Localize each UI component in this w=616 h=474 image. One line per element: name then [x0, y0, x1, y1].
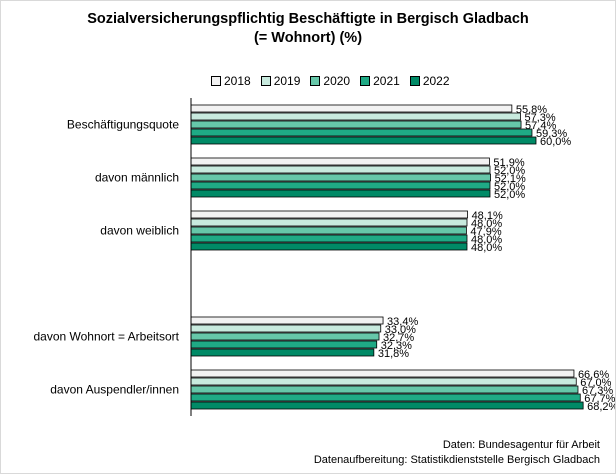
- data-label-2019-4: 33,0%: [385, 324, 416, 336]
- chart-legend: 2018 2019 2020 2021 2022: [211, 74, 450, 88]
- data-label-2021-5: 67,7%: [584, 393, 615, 405]
- source-line-processing: Datenaufbereitung: Statistikdienststelle…: [313, 454, 600, 466]
- data-label-2021-2: 48,0%: [471, 234, 502, 246]
- bar-2019-0: [190, 112, 521, 121]
- data-label-2018-0: 55,8%: [516, 104, 547, 116]
- bar-2021-0: [190, 128, 533, 137]
- data-label-2019-1: 52,0%: [494, 165, 525, 177]
- data-label-2018-2: 48,1%: [472, 210, 503, 222]
- legend-label-2020: 2020: [323, 74, 351, 88]
- data-label-2022-0: 60,0%: [540, 136, 571, 148]
- data-label-2020-1: 52,1%: [495, 173, 526, 185]
- bar-2021-5: [190, 393, 581, 402]
- data-label-2020-4: 32,7%: [383, 332, 414, 344]
- legend-label-2021: 2021: [373, 74, 400, 88]
- legend-item-2021: 2021: [360, 74, 400, 88]
- data-label-2018-1: 51,9%: [493, 157, 524, 169]
- bar-2019-1: [190, 165, 491, 174]
- bar-2021-1: [190, 181, 491, 190]
- legend-label-2022: 2022: [422, 74, 450, 88]
- data-label-2018-5: 66,6%: [578, 369, 609, 381]
- legend-swatch-2019: [260, 76, 271, 86]
- bar-2018-2: [190, 210, 468, 219]
- bar-2018-1: [190, 157, 490, 166]
- legend-swatch-2020: [310, 76, 321, 86]
- category-label-5: davon Auspendler/innen: [50, 383, 179, 397]
- legend-item-2020: 2020: [310, 74, 350, 88]
- legend-item-2019: 2019: [260, 74, 301, 88]
- source-line-data: Daten: Bundesagentur für Arbeit: [442, 439, 600, 451]
- bar-2018-0: [190, 104, 513, 113]
- data-label-2021-0: 59,3%: [536, 128, 567, 140]
- legend-swatch-2021: [360, 76, 371, 86]
- chart-title: Sozialversicherungspflichtig Beschäftigt…: [87, 11, 529, 27]
- data-label-2020-0: 57,4%: [525, 120, 556, 132]
- chart-title-block: Sozialversicherungspflichtig Beschäftigt…: [1, 10, 615, 48]
- bar-2020-5: [190, 385, 579, 394]
- bar-2021-4: [190, 340, 378, 349]
- bar-2018-5: [190, 369, 575, 378]
- category-label-1: davon männlich: [95, 171, 179, 185]
- category-label-0: Beschäftigungsquote: [67, 118, 179, 132]
- bar-2019-4: [190, 324, 382, 333]
- bar-2019-5: [190, 377, 577, 386]
- data-label-2020-5: 67,3%: [582, 385, 613, 397]
- bar-2019-2: [190, 218, 468, 227]
- bar-2021-2: [190, 234, 468, 243]
- bar-2020-4: [190, 332, 380, 341]
- data-label-2019-2: 48,0%: [471, 218, 502, 230]
- chart-subtitle: (= Wohnort) (%): [253, 30, 363, 46]
- bar-2022-0: [190, 136, 537, 145]
- bar-2022-1: [190, 189, 491, 198]
- bar-2020-2: [190, 226, 467, 235]
- legend-label-2019: 2019: [273, 74, 301, 88]
- data-label-2018-4: 33,4%: [387, 316, 418, 328]
- category-label-4: davon Wohnort = Arbeitsort: [33, 330, 179, 344]
- legend-swatch-2018: [211, 76, 221, 86]
- data-label-2022-5: 68,2%: [587, 401, 615, 413]
- bar-2022-2: [190, 242, 468, 251]
- data-label-2021-1: 52,0%: [494, 181, 525, 193]
- data-label-2020-2: 47,9%: [470, 226, 501, 238]
- data-label-2019-0: 57,3%: [524, 112, 555, 124]
- bar-2022-4: [190, 348, 375, 357]
- legend-label-2018: 2018: [224, 74, 251, 88]
- category-label-2: davon weiblich: [100, 224, 179, 238]
- bar-2020-0: [190, 120, 522, 129]
- legend-item-2022: 2022: [409, 74, 450, 88]
- data-label-2019-5: 67,0%: [580, 377, 611, 389]
- bar-2020-1: [190, 173, 491, 182]
- legend-item-2018: 2018: [211, 74, 251, 88]
- data-label-2021-4: 32,3%: [381, 340, 412, 352]
- bar-2018-4: [190, 316, 384, 325]
- data-label-2022-2: 48,0%: [471, 242, 502, 254]
- bar-2022-5: [190, 401, 584, 410]
- data-label-2022-4: 31,8%: [378, 348, 409, 360]
- data-label-2022-1: 52,0%: [494, 189, 525, 201]
- source-note: Daten: Bundesagentur für Arbeit Datenauf…: [314, 438, 600, 468]
- legend-swatch-2022: [409, 76, 420, 86]
